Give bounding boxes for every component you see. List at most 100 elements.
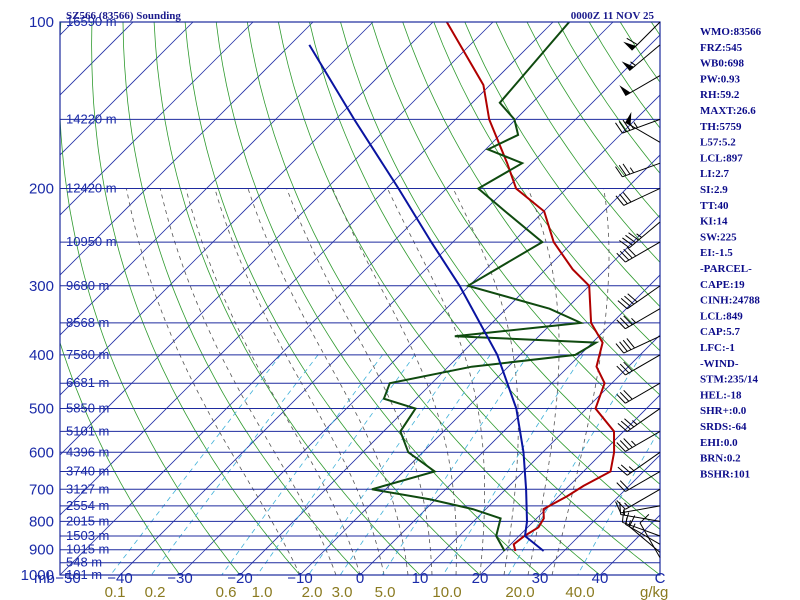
wind-barb-staff: [639, 522, 661, 558]
index-line: WMO:83566: [700, 26, 762, 38]
wind-barb-feather: [627, 293, 638, 303]
index-line: CINH:24788: [700, 295, 760, 307]
stability-indices-panel: WMO:83566 FRZ:545 WB0:698 PW:0.93 RH:59.2 MAX…: [700, 26, 762, 480]
dry-adiabat: [91, 22, 301, 575]
wind-barb-half: [631, 523, 636, 530]
wind-barb: [623, 21, 661, 51]
wind-barb-feather: [639, 513, 650, 524]
temperature-tick-label: −30: [167, 570, 192, 587]
index-line: SW:225: [700, 231, 737, 243]
mixing-ratio-unit: g/kg: [640, 584, 668, 600]
index-line: EHI:0.0: [700, 437, 738, 449]
wind-barb-feather: [616, 365, 626, 376]
height-label: 16590 m: [66, 14, 117, 29]
mixing-ratio-line: [221, 354, 383, 575]
isotherm-line: [419, 334, 660, 575]
wind-barb-feather: [618, 164, 627, 176]
mixing-ratio-label: 10.0: [432, 584, 461, 600]
wind-barb-feather: [622, 192, 632, 203]
wind-barb-feather: [615, 343, 625, 354]
wind-barb-feather: [619, 480, 630, 490]
mixing-ratio-line: [308, 354, 462, 575]
temperature-tick-label: −20: [227, 570, 252, 587]
moist-adiabat: [286, 188, 433, 575]
index-line: LCL:897: [700, 152, 743, 164]
wind-barb-staff: [629, 221, 661, 249]
wind-barb: [616, 241, 661, 263]
wind-barbs: [615, 21, 661, 558]
index-line: STM:235/14: [700, 374, 759, 386]
wind-barb-feather: [621, 509, 625, 523]
height-label: 548 m: [66, 555, 102, 570]
height-label: 4396 m: [66, 444, 109, 459]
height-label: 3127 m: [66, 481, 109, 496]
wind-barb-feather: [628, 515, 636, 527]
sounding-time: 0000Z 11 NOV 25: [571, 10, 655, 22]
wind-barb-feather: [623, 315, 633, 326]
wind-barb-staff: [622, 162, 661, 178]
wind-barb-feather: [616, 482, 626, 492]
isotherm-line: [60, 22, 614, 575]
wind-barb-half: [628, 466, 635, 472]
moist-adiabat: [126, 188, 301, 575]
wind-barb-staff: [620, 514, 661, 522]
wind-barb-feather: [628, 232, 639, 241]
wind-barb-feather: [620, 420, 631, 430]
height-label: 7580 m: [66, 347, 109, 362]
isotherm-line: [60, 22, 314, 276]
dry-adiabat: [588, 22, 660, 129]
pressure-tick-label: 700: [29, 481, 54, 498]
height-label: 5850 m: [66, 401, 109, 416]
wind-barb-half: [629, 167, 635, 174]
index-line: -PARCEL-: [700, 263, 752, 275]
pressure-tick-label: 300: [29, 278, 54, 295]
index-line: TT:40: [700, 200, 729, 212]
dry-adiabat: [153, 22, 421, 575]
chart-grid: [60, 22, 660, 575]
index-line: TH:5759: [700, 121, 742, 133]
wind-barb-feather: [615, 122, 623, 134]
wind-barb-staff: [625, 471, 661, 492]
mixing-ratio-label: 3.0: [332, 584, 353, 600]
parcel-line: [308, 44, 545, 552]
wind-barb-flag: [619, 85, 631, 96]
index-line: HEL:-18: [700, 389, 742, 401]
wind-barb: [625, 111, 661, 143]
pressure-tick-label: 600: [29, 444, 54, 461]
height-label: 2554 m: [66, 498, 109, 513]
height-label: 2015 m: [66, 513, 109, 528]
height-label: 14220 m: [66, 111, 117, 126]
wind-barb-staff: [625, 382, 661, 404]
wind-barb: [616, 354, 661, 376]
wind-barb: [616, 471, 661, 492]
wind-barb-half: [628, 520, 632, 527]
temperature-tick-label: −40: [107, 570, 132, 587]
isotherm-line: [60, 22, 494, 456]
isotherm-line: [539, 454, 660, 575]
mixing-ratio-line: [577, 427, 660, 575]
dry-adiabat: [278, 22, 660, 575]
wind-barb-staff: [625, 430, 661, 452]
wind-barb-feather: [616, 500, 626, 510]
wind-barb-staff: [626, 408, 661, 432]
wind-barb-feather: [615, 195, 625, 206]
isotherm-line: [60, 22, 254, 216]
mixing-ratio-line: [110, 354, 282, 575]
mixing-ratio-label: 5.0: [375, 584, 396, 600]
index-line: SHR+:0.0: [700, 405, 747, 417]
wind-barb: [616, 430, 661, 452]
wind-barb-feather: [624, 295, 635, 305]
wind-barb-feather: [625, 234, 636, 244]
wind-barb: [619, 502, 661, 522]
index-line: LI:2.7: [700, 168, 730, 180]
wind-barb-feather: [619, 363, 630, 374]
wind-barb: [615, 188, 661, 206]
isotherm-line: [60, 22, 194, 156]
mixing-ratio-label: 1.0: [252, 584, 273, 600]
pressure-tick-label: 900: [29, 542, 54, 559]
mixing-ratio-line: [381, 354, 529, 575]
wind-barb-feather: [626, 37, 638, 46]
mixing-ratio-label: 20.0: [505, 584, 534, 600]
height-label: 3740 m: [66, 464, 109, 479]
